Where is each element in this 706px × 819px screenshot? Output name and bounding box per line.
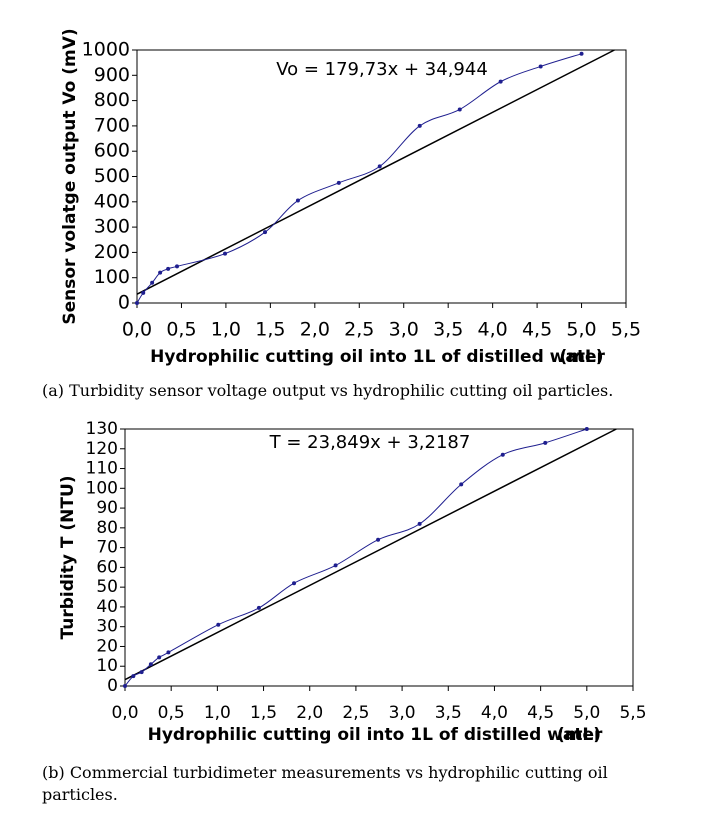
y-tick-label: 0 [107, 676, 118, 696]
y-tick-label: 600 [94, 140, 130, 162]
y-tick-label: 90 [96, 498, 118, 518]
x-tick-label: 1,5 [255, 319, 285, 341]
trendline [136, 49, 615, 295]
data-point [584, 427, 589, 431]
x-tick-label: 4,5 [527, 703, 554, 723]
y-tick-label: 700 [94, 114, 130, 136]
y-tick-label: 100 [94, 266, 130, 288]
y-tick-label: 70 [96, 538, 118, 558]
y-tick-label: 20 [96, 636, 118, 656]
x-tick-label: 4,5 [522, 319, 552, 341]
x-axis-unit: (mL) [559, 347, 603, 367]
data-point [498, 79, 503, 84]
equation: T = 23,849x + 3,2187 [269, 432, 471, 453]
x-tick-label: 3,5 [435, 703, 462, 723]
x-tick-label: 5,5 [619, 703, 646, 723]
y-axis-label: Sensor volatge output Vo (mV) [60, 28, 80, 324]
data-point [131, 674, 136, 679]
x-tick-label: 0,0 [111, 703, 138, 723]
x-tick-label: 2,5 [344, 319, 374, 341]
data-point [166, 266, 171, 271]
data-point [459, 482, 464, 487]
y-tick-label: 900 [94, 64, 130, 86]
plot-frame [136, 49, 627, 304]
x-tick-label: 4,0 [478, 319, 508, 341]
data-point [256, 605, 261, 610]
y-tick-label: 10 [96, 656, 118, 676]
y-tick-label: 30 [96, 617, 118, 637]
x-axis-label: Hydrophilic cutting oil into 1L of disti… [148, 725, 603, 745]
data-point [417, 521, 422, 526]
y-tick-label: 40 [96, 597, 118, 617]
y-tick-label: 200 [94, 241, 130, 263]
x-tick-label: 3,0 [389, 319, 419, 341]
x-tick-label: 3,5 [433, 319, 463, 341]
data-point [166, 650, 171, 655]
data-point [543, 440, 548, 445]
data-point [139, 670, 144, 675]
data-point [175, 264, 180, 269]
x-tick-label: 5,0 [573, 703, 600, 723]
data-point [148, 662, 153, 667]
y-tick-label: 1000 [82, 39, 130, 61]
y-tick-label: 110 [86, 459, 118, 479]
data-point [333, 563, 338, 568]
data-point [157, 655, 162, 660]
plot-frame [124, 428, 634, 687]
y-tick-label: 120 [86, 439, 118, 459]
data-point [457, 107, 462, 112]
y-tick-label: 0 [118, 292, 130, 314]
y-tick-label: 80 [96, 518, 118, 538]
y-axis-label: Turbidity T (NTU) [58, 475, 78, 639]
data-point [336, 180, 341, 185]
y-tick-label: 300 [94, 216, 130, 238]
data-point [141, 290, 146, 295]
y-tick-label: 100 [86, 478, 118, 498]
x-axis-unit: (mL) [557, 725, 601, 745]
data-point [223, 251, 228, 256]
data-point [135, 301, 139, 305]
data-point [216, 622, 221, 627]
x-tick-label: 2,5 [342, 703, 369, 723]
caption: (a) Turbidity sensor voltage output vs h… [42, 381, 614, 400]
data-point [150, 280, 155, 285]
x-tick-label: 0,0 [122, 319, 152, 341]
data-point [500, 452, 505, 457]
data-point [579, 51, 584, 56]
data-point [263, 230, 268, 235]
x-tick-label: 1,0 [211, 319, 241, 341]
x-tick-label: 5,5 [611, 319, 641, 341]
caption: (b) Commercial turbidimeter measurements… [42, 763, 608, 804]
data-point [158, 270, 163, 275]
y-tick-label: 500 [94, 165, 130, 187]
data-line [124, 428, 587, 687]
y-tick-label: 50 [96, 577, 118, 597]
data-point [123, 684, 127, 688]
y-tick-label: 800 [94, 89, 130, 111]
data-point [292, 581, 297, 586]
y-tick-label: 400 [94, 190, 130, 212]
data-point [417, 123, 422, 128]
data-point [295, 198, 300, 203]
x-tick-label: 1,0 [204, 703, 231, 723]
x-tick-label: 0,5 [158, 703, 185, 723]
data-point [376, 537, 381, 542]
x-axis-label: Hydrophilic cutting oil into 1L of disti… [150, 347, 605, 367]
trendline [124, 428, 617, 681]
x-tick-label: 2,0 [296, 703, 323, 723]
x-tick-label: 5,0 [566, 319, 596, 341]
x-tick-label: 4,0 [481, 703, 508, 723]
data-point [377, 164, 382, 169]
data-line [136, 53, 582, 304]
y-tick-label: 60 [96, 557, 118, 577]
x-tick-label: 3,0 [389, 703, 416, 723]
x-tick-label: 2,0 [300, 319, 330, 341]
x-tick-label: 0,5 [166, 319, 196, 341]
data-point [538, 64, 543, 69]
y-tick-label: 130 [86, 419, 118, 439]
equation: Vo = 179,73x + 34,944 [276, 59, 488, 80]
x-tick-label: 1,5 [250, 703, 277, 723]
